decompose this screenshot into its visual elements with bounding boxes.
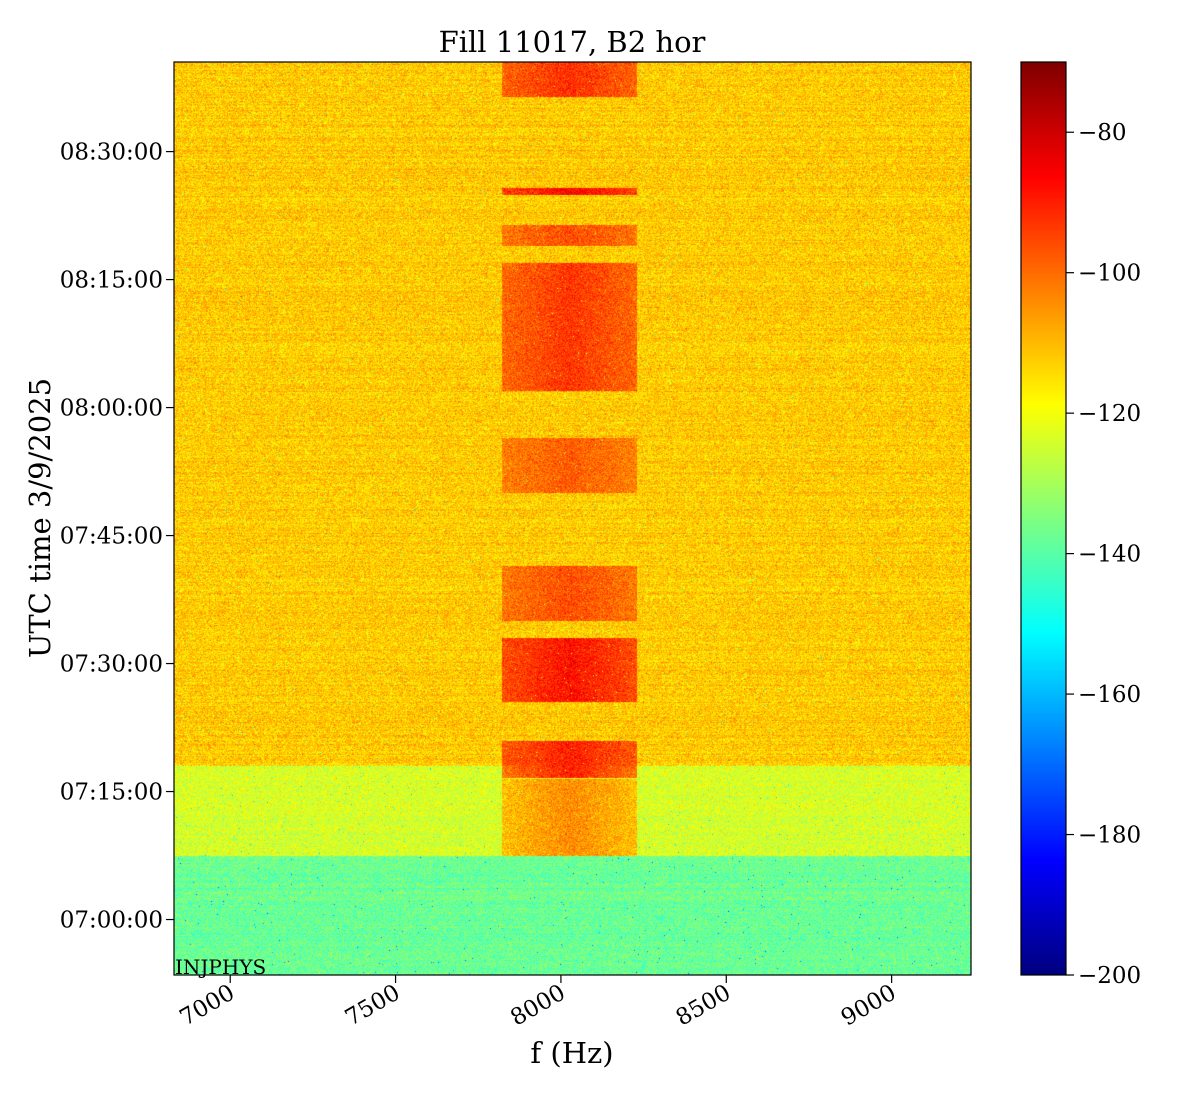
- x-tick-label: 8500: [672, 980, 736, 1032]
- colorbar-tick-label: −80: [1078, 120, 1127, 146]
- colorbar-gradient: [1021, 62, 1066, 975]
- x-tick-label: 9000: [837, 980, 901, 1032]
- y-tick-label: 08:30:00: [60, 140, 163, 166]
- colorbar-tick-label: −180: [1078, 823, 1141, 849]
- colorbar-tick-label: −200: [1078, 963, 1141, 989]
- plot-frame: [173, 61, 972, 976]
- colorbar-tick-label: −100: [1078, 261, 1141, 287]
- y-axis-label: UTC time 3/9/2025: [23, 378, 57, 658]
- x-tick-label: 7500: [341, 980, 405, 1032]
- y-tick-label: 07:45:00: [60, 524, 163, 550]
- y-tick-label: 08:00:00: [60, 396, 163, 422]
- colorbar-tick-label: −120: [1078, 401, 1141, 427]
- colorbar-ticks: −80 −100 −120 −140 −160 −180 −200: [1066, 120, 1141, 989]
- chart-title: Fill 11017, B2 hor: [439, 25, 706, 59]
- colorbar: −80 −100 −120 −140 −160 −180 −200: [1020, 61, 1141, 989]
- colorbar-frame: [1020, 61, 1067, 976]
- y-tick-label: 08:15:00: [60, 268, 163, 294]
- x-tick-label: 8000: [506, 980, 570, 1032]
- y-axis: 07:00:00 07:15:00 07:30:00 07:45:00 08:00:00…: [60, 140, 174, 934]
- plot-area: INJPHYS: [173, 61, 972, 979]
- plot-annotation: INJPHYS: [175, 955, 266, 979]
- colorbar-tick-label: −160: [1078, 682, 1141, 708]
- y-tick-label: 07:30:00: [60, 652, 163, 678]
- y-tick-label: 07:15:00: [60, 780, 163, 806]
- x-tick-label: 7000: [176, 980, 240, 1032]
- x-axis-label: f (Hz): [530, 1036, 613, 1070]
- y-tick-label: 07:00:00: [60, 908, 163, 934]
- spectrogram-heatmap: [174, 62, 971, 975]
- x-axis: 7000 7500 8000 8500 9000: [176, 975, 901, 1031]
- colorbar-tick-label: −140: [1078, 542, 1141, 568]
